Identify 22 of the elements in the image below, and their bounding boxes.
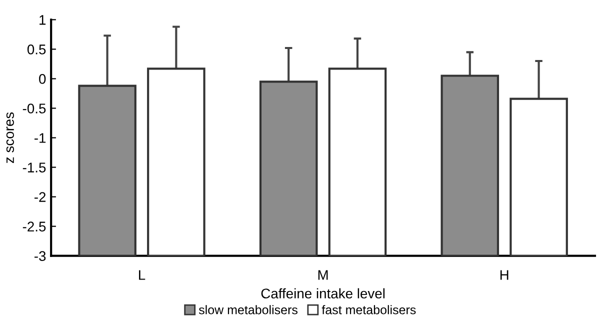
bar <box>147 68 206 256</box>
bar <box>259 80 318 256</box>
y-tick-label: -0.5 <box>22 104 46 114</box>
x-tick-label: L <box>139 270 146 280</box>
y-axis-title: z scores <box>6 112 14 164</box>
bar <box>328 68 387 256</box>
x-axis-title: Caffeine intake level <box>261 288 385 298</box>
legend-label: fast metabolisers <box>322 305 416 314</box>
legend-label: slow metabolisers <box>198 305 298 314</box>
y-tick-label: -2 <box>34 192 46 202</box>
x-tick-label: M <box>318 270 328 280</box>
bar <box>78 84 136 256</box>
y-tick-label: 1 <box>40 15 46 25</box>
y-tick-label: 0 <box>39 74 46 84</box>
x-tick-label: H <box>500 270 508 280</box>
bar <box>510 98 568 256</box>
y-tick-label: -3 <box>34 251 46 262</box>
y-tick-label: -1.5 <box>22 162 46 172</box>
bar <box>440 74 500 256</box>
y-tick-label: -1 <box>34 133 46 143</box>
y-tick-label: -2.5 <box>22 222 46 232</box>
y-tick-label: 0.5 <box>27 44 46 54</box>
